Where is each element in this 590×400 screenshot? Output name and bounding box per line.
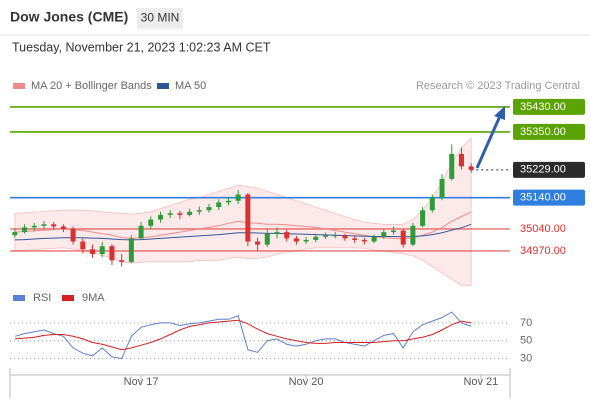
candle-body bbox=[235, 194, 241, 201]
candle-body bbox=[177, 213, 183, 215]
candle-body bbox=[371, 236, 377, 242]
candle-body bbox=[80, 241, 86, 250]
candle-body bbox=[352, 238, 358, 240]
candle-body bbox=[400, 230, 406, 245]
level-label: 35229.00 bbox=[520, 164, 566, 176]
x-tick-label: Nov 20 bbox=[289, 376, 324, 388]
candle-body bbox=[167, 213, 173, 215]
candle-body bbox=[216, 202, 222, 208]
candle-body bbox=[410, 225, 416, 245]
ma-line bbox=[14, 211, 472, 240]
level-label: 35140.00 bbox=[520, 192, 566, 204]
candle-body bbox=[245, 194, 251, 242]
y-tick-label: 30 bbox=[520, 353, 532, 365]
candle-body bbox=[109, 246, 115, 261]
legend-swatch bbox=[13, 83, 25, 89]
level-box bbox=[513, 123, 585, 140]
candle-body bbox=[284, 232, 290, 239]
candle-body bbox=[458, 153, 464, 167]
candle-body bbox=[119, 260, 125, 262]
candle-body bbox=[439, 178, 445, 198]
candle-body bbox=[99, 246, 105, 255]
legend-swatch bbox=[157, 83, 169, 89]
indicator-line bbox=[14, 311, 472, 360]
candle-body bbox=[90, 249, 96, 255]
candle-body bbox=[342, 235, 348, 239]
timeframe-box bbox=[137, 8, 183, 29]
candle-body bbox=[157, 214, 163, 220]
level-box bbox=[513, 98, 585, 115]
candle-body bbox=[138, 225, 144, 239]
legend-swatch bbox=[62, 295, 74, 301]
candle-body bbox=[264, 233, 270, 245]
candle-body bbox=[361, 239, 367, 242]
x-tick-label: Nov 21 bbox=[463, 376, 498, 388]
instrument-title: Dow Jones (CME) bbox=[10, 9, 128, 25]
candle-body bbox=[148, 219, 154, 226]
level-label: 34970.00 bbox=[520, 245, 566, 257]
candle-body bbox=[196, 210, 202, 212]
candle-body bbox=[128, 238, 134, 262]
candle-body bbox=[429, 197, 435, 211]
bollinger-band bbox=[14, 137, 472, 286]
candle-body bbox=[390, 230, 396, 233]
indicator-line bbox=[14, 319, 472, 351]
candle-body bbox=[187, 211, 193, 215]
candle-body bbox=[468, 166, 474, 170]
level-label: 35040.00 bbox=[520, 223, 566, 235]
candle-body bbox=[51, 224, 57, 227]
candle-body bbox=[303, 239, 309, 242]
candle-body bbox=[12, 232, 18, 236]
candle-body bbox=[70, 228, 76, 242]
legend-label: 9MA bbox=[82, 292, 105, 304]
source-note: Research © 2023 Trading Central bbox=[416, 80, 580, 92]
timestamp: Tuesday, November 21, 2023 1:02:23 AM CE… bbox=[12, 40, 271, 54]
level-label: 35350.00 bbox=[520, 126, 566, 138]
y-tick-label: 70 bbox=[520, 317, 532, 329]
level-label: 35430.00 bbox=[520, 101, 566, 113]
legend-swatch bbox=[13, 295, 25, 301]
candle-body bbox=[332, 235, 338, 237]
candle-body bbox=[381, 232, 387, 237]
candle-body bbox=[420, 210, 426, 226]
ma-line bbox=[14, 223, 472, 241]
legend-label: RSI bbox=[33, 292, 51, 304]
candle-body bbox=[41, 224, 47, 226]
timeframe: 30 MIN bbox=[141, 11, 180, 25]
candle-body bbox=[323, 235, 329, 237]
x-tick-label: Nov 17 bbox=[124, 376, 159, 388]
legend-label: MA 20 + Bollinger Bands bbox=[31, 80, 152, 92]
level-box bbox=[513, 161, 585, 178]
candle-body bbox=[313, 236, 319, 240]
legend-label: MA 50 bbox=[175, 80, 206, 92]
candle-body bbox=[274, 232, 280, 234]
candle-body bbox=[60, 226, 66, 229]
candle-body bbox=[225, 200, 231, 203]
candle-body bbox=[206, 207, 212, 211]
candle-body bbox=[449, 153, 455, 179]
candle-body bbox=[31, 225, 37, 228]
level-box bbox=[513, 189, 585, 206]
forecast-arrow bbox=[475, 106, 505, 169]
candle-body bbox=[293, 238, 299, 242]
candle-body bbox=[255, 241, 261, 245]
y-tick-label: 50 bbox=[520, 335, 532, 347]
candle-body bbox=[22, 227, 28, 233]
